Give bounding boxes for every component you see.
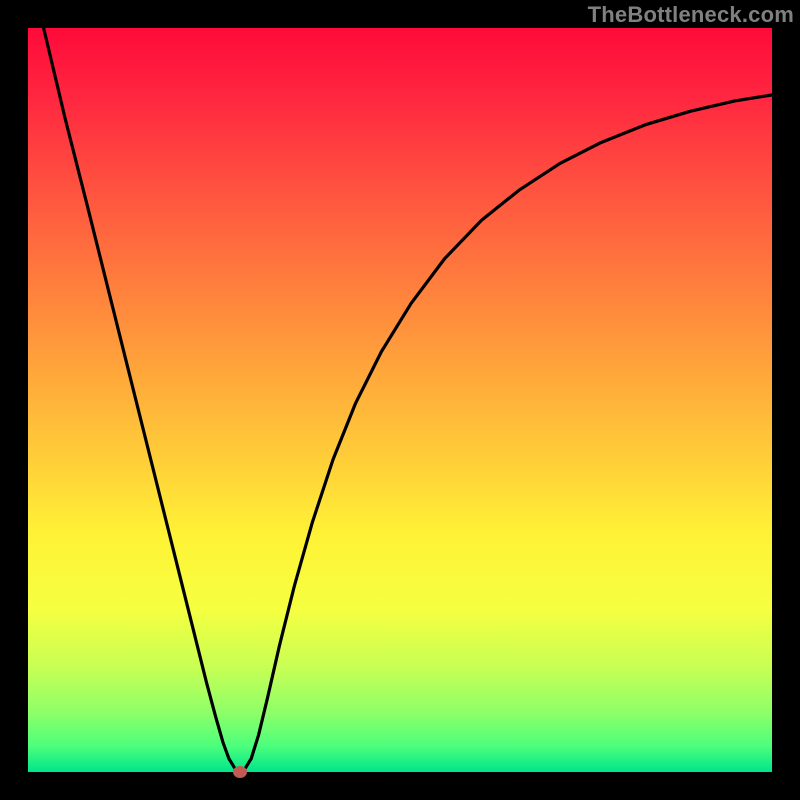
figure-root: TheBottleneck.com xyxy=(0,0,800,800)
optimum-marker xyxy=(233,766,247,778)
bottleneck-curve xyxy=(44,28,772,772)
chart-plot-area xyxy=(28,28,772,772)
chart-curve-layer xyxy=(28,28,772,772)
watermark-text: TheBottleneck.com xyxy=(588,2,794,28)
